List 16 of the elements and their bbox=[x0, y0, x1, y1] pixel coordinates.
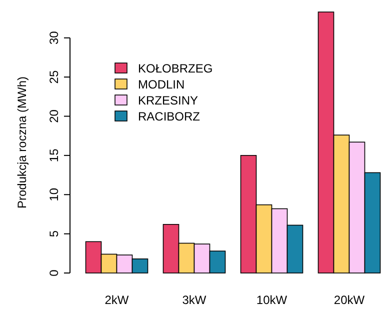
y-tick-label: 20 bbox=[47, 109, 61, 123]
x-tick-label: 10kW bbox=[256, 293, 288, 307]
y-tick-label: 5 bbox=[47, 230, 61, 238]
y-tick-label: 25 bbox=[47, 70, 61, 84]
y-tick-label: 15 bbox=[47, 148, 61, 162]
y-tick-label: 30 bbox=[47, 30, 61, 45]
legend-label: KOŁOBRZEG bbox=[138, 62, 213, 76]
y-tick-label: 0 bbox=[47, 269, 61, 276]
legend-label: RACIBORZ bbox=[138, 110, 200, 124]
x-tick-label: 20kW bbox=[334, 293, 366, 307]
y-axis-title: Produkcja roczna (MWh) bbox=[15, 76, 29, 209]
x-tick-label: 2kW bbox=[104, 293, 130, 307]
x-tick-label: 3kW bbox=[182, 293, 207, 307]
y-tick-label: 10 bbox=[47, 188, 61, 202]
legend-label: MODLIN bbox=[138, 78, 185, 92]
legend-label: KRZESINY bbox=[138, 94, 198, 108]
